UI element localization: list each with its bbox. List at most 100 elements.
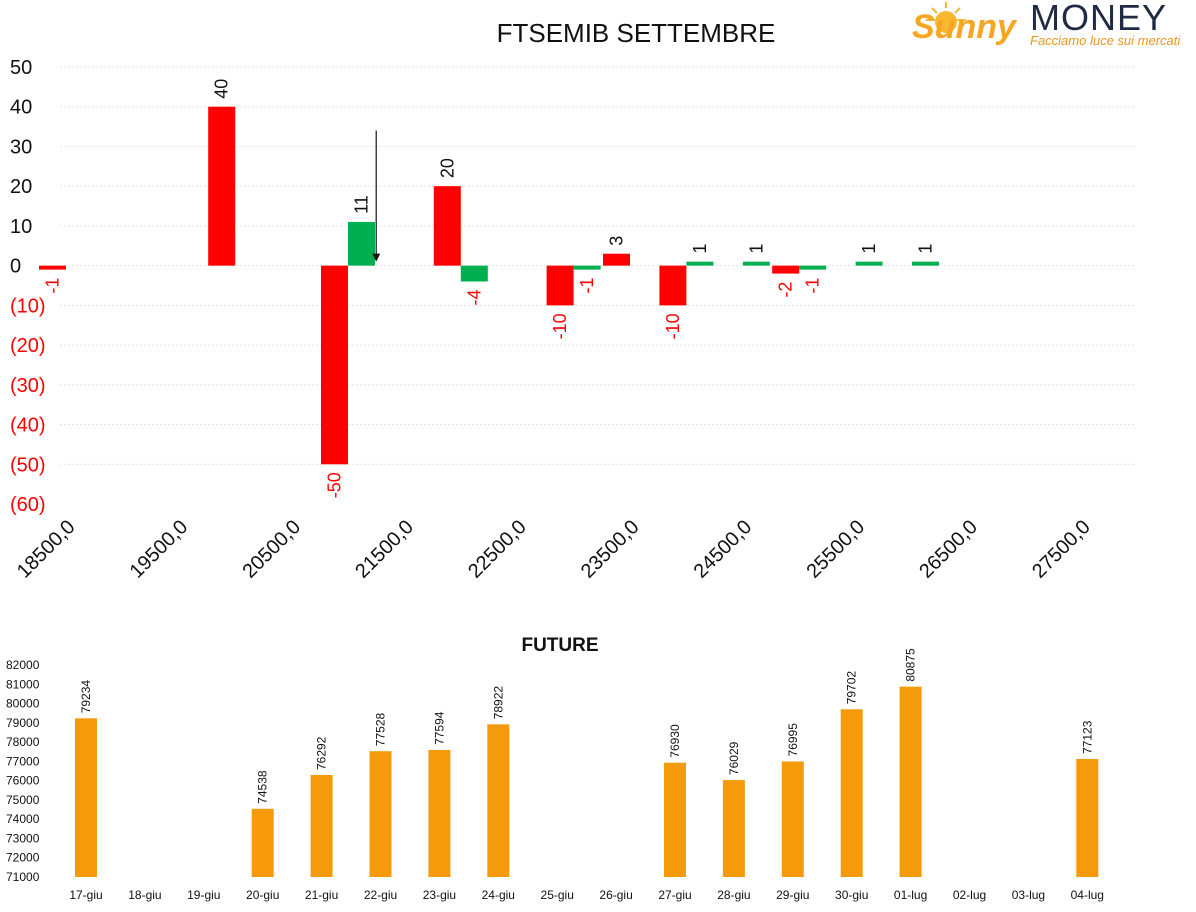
y-tick-label: (50) (10, 454, 46, 476)
future-x-tick-label: 01-lug (894, 888, 927, 902)
brand-tagline: Facciamo luce sui mercati (1030, 33, 1181, 48)
y-tick-label: (60) (10, 494, 46, 516)
x-tick-label: 23500,0 (577, 516, 644, 583)
bar-positive (573, 265, 601, 270)
future-bars (75, 686, 1099, 877)
future-bar (722, 780, 745, 877)
future-x-tick-label: 30-giu (835, 888, 868, 902)
bar-negative (546, 265, 574, 306)
future-x-tick-label: 20-giu (246, 888, 279, 902)
sun-icon (926, 2, 966, 33)
main-annotations (372, 130, 381, 262)
bar-negative (433, 186, 461, 266)
future-data-label: 78922 (491, 686, 505, 720)
future-bar (251, 808, 274, 877)
future-y-tick-label: 82000 (6, 658, 40, 672)
data-label: 1 (746, 244, 766, 254)
data-label: 1 (916, 244, 936, 254)
future-x-tick-label: 24-giu (482, 888, 515, 902)
x-tick-label: 27500,0 (1028, 516, 1095, 583)
future-data-label: 76029 (727, 741, 741, 775)
future-x-tick-label: 03-lug (1012, 888, 1045, 902)
arrow-head-icon (372, 253, 381, 262)
y-tick-label: (40) (10, 415, 46, 437)
future-x-axis: 17-giu 18-giu 19-giu 20-giu 21-giu 22-giu 23-g… (69, 888, 1104, 902)
data-label: -50 (325, 472, 345, 498)
future-x-tick-label: 23-giu (423, 888, 456, 902)
x-tick-label: 20500,0 (238, 516, 305, 583)
future-data-label: 76930 (668, 724, 682, 758)
data-label: 11 (352, 195, 372, 214)
future-bar (75, 718, 97, 877)
future-x-tick-label: 21-giu (305, 888, 338, 902)
future-y-tick-label: 76000 (6, 774, 40, 788)
bar-positive (799, 265, 827, 270)
data-label: -1 (803, 278, 823, 294)
data-label: 3 (607, 236, 627, 246)
future-bar (369, 751, 392, 877)
future-data-label: 79234 (79, 680, 93, 714)
x-tick-label: 25500,0 (802, 516, 869, 583)
y-tick-label: 0 (10, 256, 21, 278)
y-tick-label: 20 (10, 176, 32, 198)
x-tick-label: 21500,0 (351, 516, 418, 583)
y-tick-label: 50 (10, 57, 32, 79)
future-x-tick-label: 17-giu (69, 888, 102, 902)
future-bar (1076, 758, 1099, 877)
y-tick-label: 10 (10, 216, 32, 238)
bar-positive (348, 221, 375, 266)
future-data-label: 74538 (256, 770, 270, 804)
bar-negative (659, 265, 687, 306)
future-y-tick-label: 73000 (6, 831, 40, 845)
brand-name: MONEY (1030, 0, 1167, 38)
data-label: -10 (663, 313, 683, 339)
future-y-tick-label: 79000 (6, 716, 40, 730)
brand-logo: Sunny MONEY Facciamo luce sui mercati (912, 0, 1181, 48)
future-value-labels: 79234 74538 76292 77528 77594 78922 76930 76029… (79, 648, 1094, 804)
data-label: 1 (859, 244, 879, 254)
future-x-tick-label: 19-giu (187, 888, 220, 902)
y-tick-label: (30) (10, 375, 46, 397)
future-bar (487, 724, 510, 877)
future-bar (428, 749, 451, 877)
x-tick-label: 22500,0 (464, 516, 531, 583)
options-chart: FTSEMIB SETTEMBRE Sunny MONEY Facciamo l… (10, 0, 1181, 583)
future-data-label: 77528 (374, 712, 388, 746)
data-label: 40 (212, 79, 232, 99)
main-y-axis: 50 40 30 20 10 0 (10) (20) (30) (40) (50) (60) (10, 57, 46, 516)
data-label: -2 (776, 282, 796, 298)
future-x-tick-label: 27-giu (658, 888, 691, 902)
future-bar (899, 686, 922, 877)
data-label: -1 (43, 278, 63, 294)
main-chart-title: FTSEMIB SETTEMBRE (497, 18, 776, 48)
future-bar (781, 761, 804, 877)
future-x-tick-label: 04-lug (1071, 888, 1104, 902)
bar-positive (686, 261, 714, 266)
data-label: 20 (437, 158, 457, 178)
y-tick-label: 40 (10, 97, 32, 119)
future-x-tick-label: 02-lug (953, 888, 986, 902)
bar-negative (772, 265, 800, 274)
bar-positive (912, 261, 939, 266)
future-x-tick-label: 18-giu (128, 888, 161, 902)
data-label: -1 (577, 278, 597, 294)
future-y-tick-label: 72000 (6, 851, 40, 865)
x-tick-label: 19500,0 (126, 516, 193, 583)
y-tick-label: (10) (10, 295, 46, 317)
future-bar (664, 762, 686, 877)
future-x-tick-label: 28-giu (717, 888, 750, 902)
data-label: -10 (550, 313, 570, 339)
bar-negative (39, 265, 66, 270)
future-data-label: 76995 (786, 723, 800, 757)
future-data-label: 80875 (904, 648, 918, 682)
future-y-tick-label: 71000 (6, 870, 40, 884)
future-y-tick-label: 78000 (6, 735, 40, 749)
future-bar (840, 709, 863, 877)
brand-script-name: Sunny (912, 8, 1018, 46)
bar-positive (460, 265, 488, 282)
future-y-tick-label: 74000 (6, 812, 40, 826)
future-data-label: 77123 (1080, 720, 1094, 754)
y-tick-label: (20) (10, 335, 46, 357)
bar-negative (208, 106, 236, 266)
